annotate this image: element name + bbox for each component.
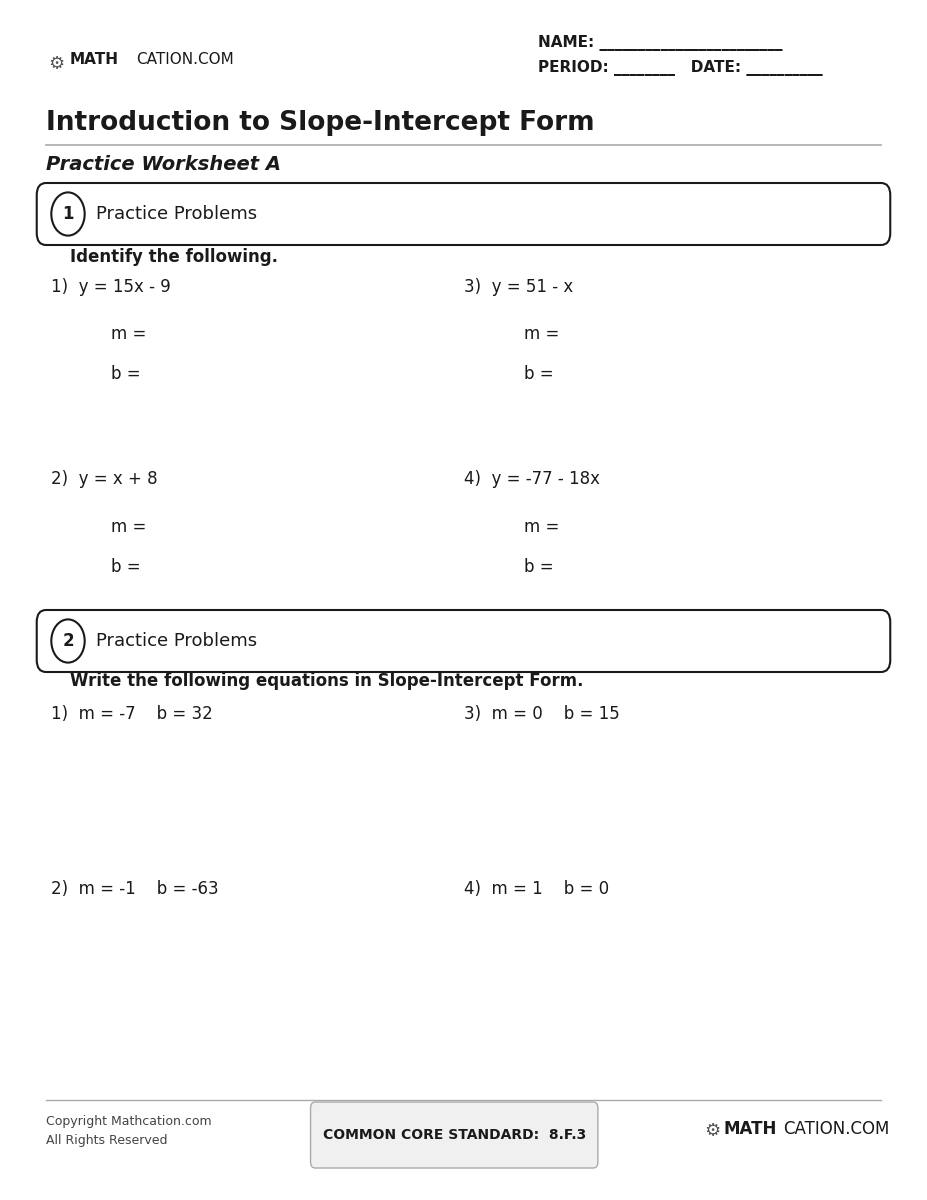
Text: MATH: MATH [70,52,119,67]
Text: MATH: MATH [723,1120,777,1138]
Text: 1: 1 [62,205,74,223]
Text: Copyright Mathcation.com
All Rights Reserved: Copyright Mathcation.com All Rights Rese… [46,1115,212,1147]
Text: Introduction to Slope-Intercept Form: Introduction to Slope-Intercept Form [46,110,595,136]
Text: 3)  m = 0    b = 15: 3) m = 0 b = 15 [464,704,619,722]
Text: CATION.COM: CATION.COM [783,1120,890,1138]
Text: ⚙: ⚙ [705,1122,720,1140]
FancyBboxPatch shape [37,610,890,672]
Text: 2)  y = x + 8: 2) y = x + 8 [51,470,158,488]
Text: 1)  y = 15x - 9: 1) y = 15x - 9 [51,278,171,296]
Text: NAME: ________________________: NAME: ________________________ [538,35,782,50]
Text: COMMON CORE STANDARD:  8.F.3: COMMON CORE STANDARD: 8.F.3 [323,1128,586,1142]
Text: CATION.COM: CATION.COM [136,52,234,67]
Text: Identify the following.: Identify the following. [70,248,277,266]
Text: ⚙: ⚙ [48,55,64,73]
Circle shape [51,192,84,235]
Text: m =: m = [111,325,146,343]
Text: b =: b = [111,365,141,383]
Text: Write the following equations in Slope-Intercept Form.: Write the following equations in Slope-I… [70,672,583,690]
FancyBboxPatch shape [311,1102,598,1168]
Text: m =: m = [111,518,146,536]
Text: 4)  m = 1    b = 0: 4) m = 1 b = 0 [464,880,609,898]
Text: Practice Problems: Practice Problems [96,205,257,223]
Text: 1)  m = -7    b = 32: 1) m = -7 b = 32 [51,704,212,722]
Text: 2)  m = -1    b = -63: 2) m = -1 b = -63 [51,880,219,898]
Text: 2: 2 [62,632,74,650]
Text: PERIOD: ________   DATE: __________: PERIOD: ________ DATE: __________ [538,60,822,76]
Text: 3)  y = 51 - x: 3) y = 51 - x [464,278,573,296]
Text: b =: b = [524,558,553,576]
Text: b =: b = [111,558,141,576]
FancyBboxPatch shape [37,182,890,245]
Text: m =: m = [524,325,559,343]
Text: Practice Problems: Practice Problems [96,632,257,650]
Circle shape [51,619,84,662]
Text: m =: m = [524,518,559,536]
Text: b =: b = [524,365,553,383]
Text: Practice Worksheet A: Practice Worksheet A [46,155,282,174]
Text: 4)  y = -77 - 18x: 4) y = -77 - 18x [464,470,600,488]
